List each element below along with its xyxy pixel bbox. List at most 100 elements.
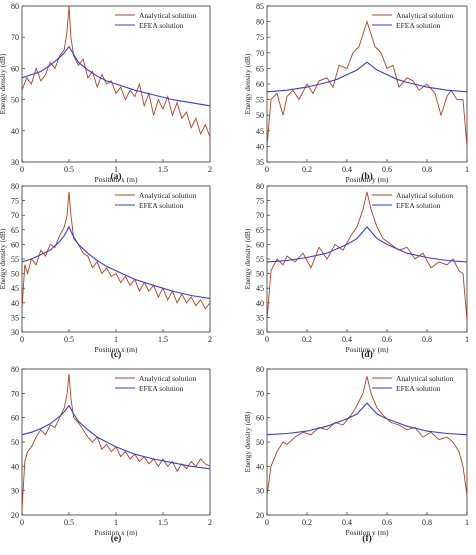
analytical-series-line xyxy=(267,376,467,496)
efea-series-line xyxy=(22,225,210,299)
y-tick-label: 60 xyxy=(256,414,264,423)
x-tick-label: 0.5 xyxy=(64,335,74,344)
y-axis-label: Energy density (dB) xyxy=(0,53,7,114)
chart-panel-4: 0 0.2 0.4 0.6 0.8 1 30 35 40 45 50 55 60 65 70 75 80 Posi… xyxy=(243,182,469,360)
x-tick-label: 0.2 xyxy=(302,335,312,344)
y-tick-label: 40 xyxy=(11,127,19,136)
y-axis-label: Energy density (dB) xyxy=(0,228,7,289)
y-tick-label: 65 xyxy=(256,226,264,235)
efea-series-line xyxy=(267,61,467,93)
x-tick-label: 0.5 xyxy=(64,165,74,174)
y-tick-label: 60 xyxy=(256,80,264,89)
x-tick-label: 1 xyxy=(114,165,118,174)
legend-entry: EFEA solution xyxy=(396,384,441,393)
y-tick-label: 75 xyxy=(256,197,264,206)
y-tick-label: 60 xyxy=(11,240,19,249)
x-tick-label: 2 xyxy=(208,165,212,174)
y-tick-label: 55 xyxy=(256,96,264,105)
analytical-series-line xyxy=(22,373,210,511)
y-tick-label: 80 xyxy=(256,18,264,27)
analytical-series-line xyxy=(22,6,210,138)
analytical-series-line xyxy=(22,191,210,310)
y-tick-label: 50 xyxy=(11,438,19,447)
legend-entry: Analytical solution xyxy=(396,191,454,200)
x-axis-label: Position x (m) xyxy=(95,175,138,184)
x-axis-label: Position x (m) xyxy=(95,345,138,354)
y-tick-label: 45 xyxy=(11,284,19,293)
y-tick-label: 30 xyxy=(256,328,264,337)
efea-series-line xyxy=(267,226,467,263)
y-tick-label: 65 xyxy=(256,64,264,73)
chart-panel-1: 0 0.5 1 1.5 2 30 40 50 60 70 80 Position x (m) Energ… xyxy=(0,2,212,184)
y-tick-label: 70 xyxy=(11,211,19,220)
y-tick-label: 40 xyxy=(256,142,264,151)
y-tick-label: 65 xyxy=(11,226,19,235)
analytical-series-line xyxy=(267,20,467,147)
y-tick-label: 80 xyxy=(11,182,19,191)
y-tick-label: 50 xyxy=(11,96,19,105)
y-tick-label: 35 xyxy=(256,158,264,167)
y-tick-label: 60 xyxy=(11,414,19,423)
x-axis-label: Position y (m) xyxy=(346,528,389,537)
y-tick-label: 20 xyxy=(11,511,19,520)
x-tick-label: 0 xyxy=(265,335,269,344)
efea-series-line xyxy=(22,45,210,107)
efea-series-line xyxy=(22,404,210,470)
y-axis-label: Energy density (dB) xyxy=(243,411,252,472)
panel-label: (b) xyxy=(361,171,373,182)
x-tick-label: 1 xyxy=(465,165,469,174)
y-tick-label: 35 xyxy=(256,313,264,322)
y-tick-label: 85 xyxy=(256,2,264,11)
y-axis-label: Energy density (dB) xyxy=(243,228,252,289)
x-tick-label: 0.6 xyxy=(382,518,392,527)
y-tick-label: 70 xyxy=(256,211,264,220)
y-tick-label: 45 xyxy=(256,284,264,293)
y-tick-label: 30 xyxy=(256,487,264,496)
y-tick-label: 40 xyxy=(256,462,264,471)
x-tick-label: 0.6 xyxy=(382,335,392,344)
chart-panel-2: 0 0.2 0.4 0.6 0.8 1 35 40 45 50 55 60 65 70 75 80 85 Posi… xyxy=(243,2,469,184)
legend-entry: EFEA solution xyxy=(139,21,184,30)
x-tick-label: 1 xyxy=(114,518,118,527)
y-tick-label: 30 xyxy=(11,328,19,337)
x-tick-label: 0 xyxy=(20,165,24,174)
x-tick-label: 0.4 xyxy=(342,518,352,527)
y-tick-label: 30 xyxy=(11,158,19,167)
y-tick-label: 55 xyxy=(11,255,19,264)
y-tick-label: 20 xyxy=(256,511,264,520)
x-tick-label: 0.8 xyxy=(422,335,432,344)
y-tick-label: 30 xyxy=(11,487,19,496)
y-tick-label: 60 xyxy=(11,64,19,73)
x-tick-label: 1.5 xyxy=(158,165,168,174)
x-tick-label: 0 xyxy=(20,335,24,344)
panel-label: (f) xyxy=(362,533,372,544)
panel-label: (e) xyxy=(111,533,122,544)
y-tick-label: 75 xyxy=(11,197,19,206)
y-tick-label: 75 xyxy=(256,33,264,42)
y-tick-label: 40 xyxy=(256,299,264,308)
x-tick-label: 2 xyxy=(208,518,212,527)
panel-label: (a) xyxy=(110,171,121,182)
x-tick-label: 0.6 xyxy=(382,165,392,174)
y-tick-label: 70 xyxy=(256,389,264,398)
legend-entry: Analytical solution xyxy=(139,191,197,200)
x-tick-label: 0.8 xyxy=(422,165,432,174)
y-tick-label: 50 xyxy=(256,111,264,120)
chart-panel-6: 0 0.2 0.4 0.6 0.8 1 20 30 40 50 60 70 80 Position y (… xyxy=(243,365,469,544)
y-tick-label: 40 xyxy=(11,462,19,471)
x-tick-label: 0 xyxy=(20,518,24,527)
x-tick-label: 0 xyxy=(265,518,269,527)
y-tick-label: 80 xyxy=(256,365,264,374)
y-tick-label: 40 xyxy=(11,299,19,308)
x-tick-label: 1 xyxy=(114,335,118,344)
y-tick-label: 35 xyxy=(11,313,19,322)
x-axis-label: Position x (m) xyxy=(95,528,138,537)
y-tick-label: 80 xyxy=(256,182,264,191)
efea-series-line xyxy=(267,402,467,436)
y-tick-label: 80 xyxy=(11,365,19,374)
x-tick-label: 0.2 xyxy=(302,518,312,527)
x-tick-label: 0.2 xyxy=(302,165,312,174)
x-tick-label: 0.4 xyxy=(342,335,352,344)
legend-entry: EFEA solution xyxy=(139,201,184,210)
